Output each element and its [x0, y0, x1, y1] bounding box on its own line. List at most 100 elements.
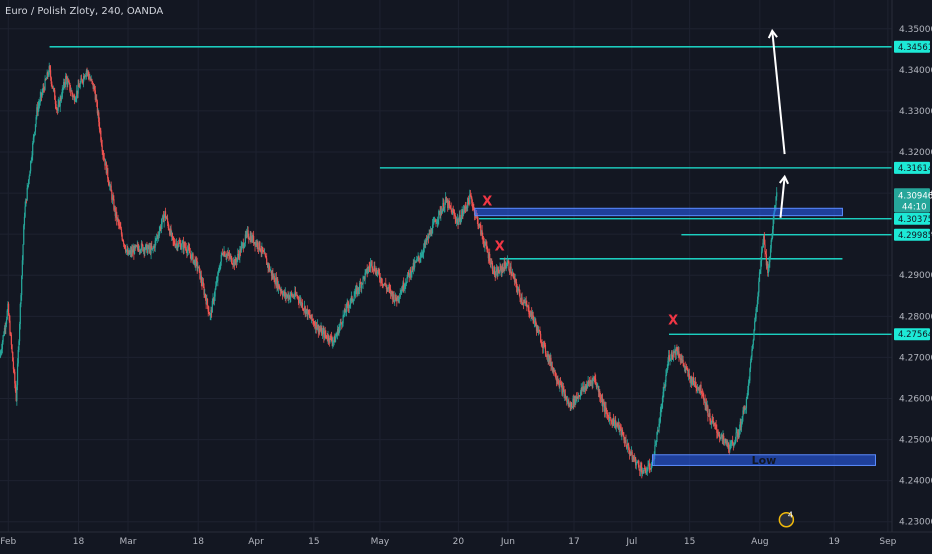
candle-body: [326, 338, 328, 340]
candle-body: [533, 321, 536, 323]
candle-body: [760, 260, 762, 270]
horizontal-levels[interactable]: [49, 46, 892, 335]
candle-body: [740, 421, 742, 428]
price-tick-label: 4.28000: [899, 312, 932, 322]
candle-body: [693, 382, 695, 386]
candle-body: [170, 228, 172, 236]
candle-body: [266, 258, 268, 265]
candle-body: [665, 374, 667, 383]
candle-body: [30, 160, 32, 162]
candle-body: [595, 383, 597, 388]
candle-body: [436, 222, 438, 224]
candle-body: [723, 439, 726, 441]
candle-body: [496, 269, 498, 277]
candle-body: [635, 462, 637, 466]
candle-body: [64, 84, 66, 86]
candle-body: [186, 250, 189, 254]
candle-body: [197, 267, 199, 269]
candle-body: [637, 461, 639, 463]
candle-body: [636, 462, 638, 463]
candle-body: [112, 197, 114, 200]
candle-body: [57, 104, 59, 111]
candle-body: [631, 451, 633, 460]
candle-body: [391, 291, 393, 295]
zones[interactable]: Low: [474, 207, 876, 467]
candle-body: [257, 247, 260, 249]
level-price-tag: [894, 228, 930, 241]
candle-body: [467, 198, 469, 208]
candle-body: [97, 112, 99, 114]
candle-body: [672, 351, 675, 358]
candle-body: [171, 233, 173, 236]
candle-body: [492, 270, 494, 274]
candle-body: [79, 83, 81, 88]
candle-body: [610, 420, 613, 422]
candle-body: [305, 309, 307, 314]
candle-body: [317, 324, 319, 329]
candle-body: [471, 197, 473, 203]
candle-body: [321, 331, 324, 336]
candle-body: [250, 235, 252, 242]
candle-body: [518, 288, 520, 291]
candle-body: [763, 235, 765, 245]
candle-body: [36, 107, 38, 118]
candle-body: [39, 96, 41, 103]
candle-body: [690, 376, 692, 385]
candle-body: [49, 70, 52, 78]
candle-body: [382, 284, 384, 286]
candle-body: [204, 293, 206, 295]
candle-body: [596, 386, 598, 388]
candle-body: [531, 312, 533, 319]
candle-body: [420, 254, 423, 258]
candle-body: [705, 402, 708, 410]
candle-body: [10, 334, 12, 345]
candle-body: [405, 283, 407, 285]
candle-body: [464, 206, 466, 208]
candle-body: [428, 232, 430, 239]
candle-body: [194, 259, 196, 267]
candle-body: [599, 397, 602, 400]
candle-body: [311, 314, 313, 320]
candle-body: [683, 366, 686, 368]
candle-body: [235, 261, 238, 263]
candle-body: [120, 229, 123, 235]
candle-body: [251, 235, 253, 242]
candle-body: [619, 426, 622, 428]
candle-body: [147, 248, 149, 253]
candle-body: [584, 386, 586, 388]
candle-body: [331, 340, 333, 344]
candle-body: [573, 398, 575, 406]
candle-body: [244, 234, 246, 244]
candle-body: [637, 461, 639, 465]
candle-body: [6, 310, 8, 320]
candle-body: [284, 291, 286, 297]
candle-body: [606, 412, 608, 416]
candle-body: [476, 216, 478, 219]
arrows[interactable]: [767, 28, 790, 218]
candle-body: [235, 259, 237, 262]
candle-body: [721, 434, 723, 437]
candle-body: [415, 261, 417, 263]
candle-body: [528, 306, 530, 315]
candle-body: [684, 366, 686, 368]
candle-body: [506, 265, 508, 267]
candle-body: [47, 74, 50, 76]
candle-body: [171, 233, 174, 237]
candle-body: [49, 66, 51, 71]
candle-body: [665, 371, 668, 375]
candle-body: [542, 342, 544, 349]
candle-body: [169, 228, 171, 235]
candle-body: [146, 244, 148, 253]
candle-body: [72, 93, 74, 97]
candle-body: [237, 254, 239, 259]
candle-body: [222, 253, 224, 255]
candle-body: [745, 408, 747, 410]
candle-body: [191, 254, 193, 260]
candle-body: [769, 248, 772, 258]
candle-body: [484, 242, 487, 245]
candle-body: [108, 182, 110, 187]
candle-body: [588, 381, 591, 384]
